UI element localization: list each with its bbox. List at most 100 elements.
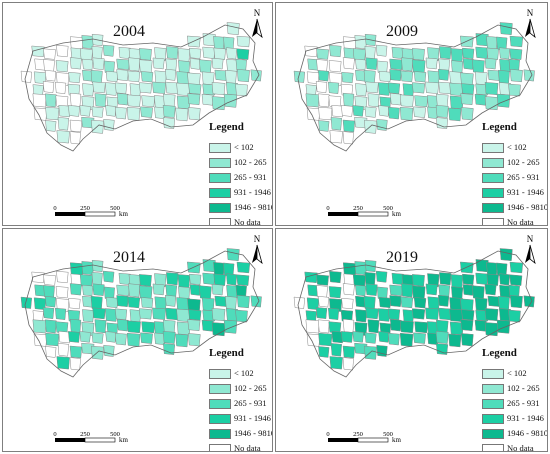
region (90, 69, 103, 84)
region (199, 59, 212, 74)
region (376, 119, 388, 131)
region (400, 296, 414, 309)
region (55, 286, 69, 299)
region (152, 283, 165, 296)
region (69, 318, 82, 333)
region (318, 93, 330, 108)
region (20, 296, 33, 309)
region (412, 285, 426, 300)
region (486, 273, 499, 286)
region (436, 93, 449, 108)
region (165, 294, 177, 307)
region (389, 319, 402, 332)
region (154, 47, 167, 62)
region (211, 283, 224, 296)
region (318, 319, 330, 334)
region (58, 104, 71, 118)
study-area-outline (24, 24, 260, 152)
legend-item: 102 - 265 (209, 382, 267, 395)
study-area-outline (297, 24, 533, 152)
region (177, 48, 191, 63)
region (411, 82, 426, 94)
region (129, 83, 142, 97)
region (378, 296, 392, 309)
region (375, 270, 388, 283)
region (235, 309, 248, 323)
region (236, 274, 250, 286)
region (438, 68, 450, 81)
region (484, 82, 499, 96)
region (188, 309, 202, 321)
region (460, 333, 474, 347)
region (317, 296, 330, 308)
region (211, 308, 226, 322)
region (189, 58, 201, 70)
region (330, 343, 342, 357)
region (152, 57, 165, 70)
region (387, 308, 401, 321)
legend-item: 265 - 931 (209, 171, 267, 184)
region (331, 104, 344, 118)
legend-label: < 102 (234, 142, 254, 152)
scale-tick: 250 (80, 431, 90, 438)
region (201, 93, 214, 106)
legend-item: 931 - 1946 (209, 412, 271, 425)
region (363, 295, 376, 310)
legend-swatch (482, 369, 504, 380)
region (499, 248, 513, 262)
region (399, 332, 414, 347)
region (328, 286, 342, 299)
region (378, 331, 390, 343)
region (141, 95, 156, 108)
legend-swatch (209, 414, 231, 425)
region (341, 331, 354, 343)
region (378, 105, 390, 117)
region (435, 105, 449, 118)
legend-swatch (482, 429, 504, 440)
legend-swatch (209, 158, 231, 169)
region (315, 307, 328, 319)
legend-title: Legend (209, 121, 244, 133)
region (31, 271, 45, 284)
region (342, 131, 354, 145)
region (461, 309, 475, 321)
legend-swatch (482, 203, 504, 214)
region (327, 307, 340, 320)
legend-label: 265 - 931 (234, 398, 267, 408)
region (82, 83, 95, 97)
region (103, 345, 115, 357)
legend-swatch (209, 218, 231, 225)
region (523, 69, 535, 82)
region (387, 106, 400, 120)
region (342, 345, 356, 359)
legend-item: 1946 - 9810 (482, 201, 547, 214)
region (175, 107, 189, 122)
region (140, 71, 154, 83)
legend-swatch (482, 218, 504, 225)
legend-item: 265 - 931 (209, 397, 267, 410)
scale-unit: km (119, 210, 129, 218)
legend-item: 102 - 265 (482, 382, 540, 395)
region (439, 46, 452, 60)
region (199, 285, 212, 300)
region (57, 117, 69, 131)
region (365, 307, 379, 320)
region (213, 47, 226, 60)
legend-item: 102 - 265 (482, 156, 540, 169)
region (45, 93, 57, 108)
region (484, 322, 499, 337)
legend-label: No data (234, 443, 261, 452)
panel-year: 2019 (386, 249, 418, 266)
region (413, 106, 426, 118)
region (462, 47, 475, 59)
region (45, 346, 57, 358)
choropleth-map (293, 248, 535, 378)
region (438, 294, 450, 307)
region (104, 308, 118, 322)
legend-label: 1946 - 9810 (234, 428, 273, 438)
legend-title: Legend (482, 347, 517, 359)
region (328, 60, 342, 73)
study-area-outline (297, 250, 533, 378)
region (92, 307, 106, 320)
region (90, 295, 103, 310)
